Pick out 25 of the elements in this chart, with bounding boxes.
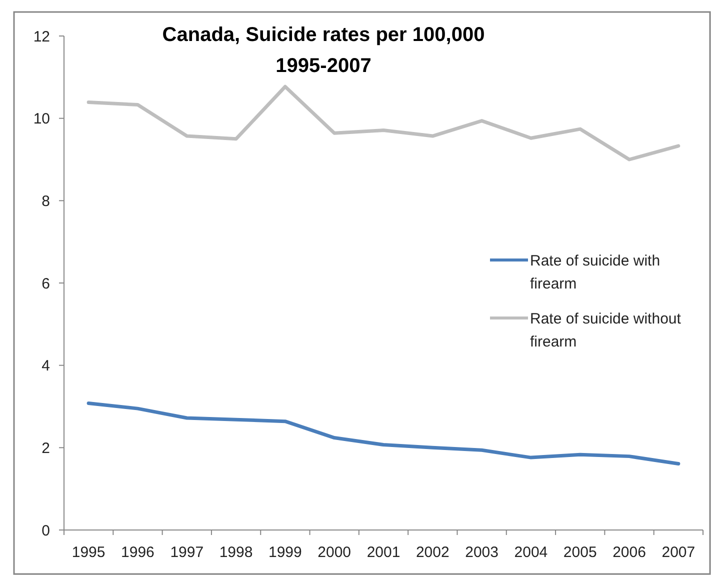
y-tick-label: 10 [33, 110, 50, 128]
x-tick-label: 1998 [219, 544, 253, 561]
x-tick-label: 2000 [318, 544, 352, 561]
x-tick-label: 2002 [416, 544, 450, 561]
x-tick-label: 2006 [612, 544, 646, 561]
x-tick-label: 1995 [72, 544, 106, 561]
y-tick-label: 6 [42, 275, 50, 292]
legend-label: Rate of suicide with firearm [530, 252, 660, 292]
x-tick-label: 2005 [563, 544, 597, 561]
y-tick-label: 2 [42, 440, 50, 457]
line-series [86, 401, 680, 466]
x-tick-label: 1999 [268, 544, 302, 561]
y-tick-label: 4 [42, 358, 50, 375]
line-series [86, 84, 680, 162]
y-tick-label: 8 [42, 192, 50, 210]
chart-title: Canada, Suicide rates per 100,000 1995-2007 [162, 24, 485, 77]
x-tick-label: 2004 [514, 544, 548, 561]
y-tick-label: 0 [42, 522, 50, 540]
x-tick-label: 2003 [465, 544, 498, 561]
x-tick-label: 1996 [121, 544, 154, 561]
x-tick-label: 1997 [170, 544, 204, 561]
x-tick-label: 2001 [366, 544, 400, 561]
legend-label: Rate of suicide without firearm [530, 310, 682, 350]
x-tick-label: 2007 [662, 544, 696, 561]
y-tick-label: 12 [33, 28, 50, 46]
